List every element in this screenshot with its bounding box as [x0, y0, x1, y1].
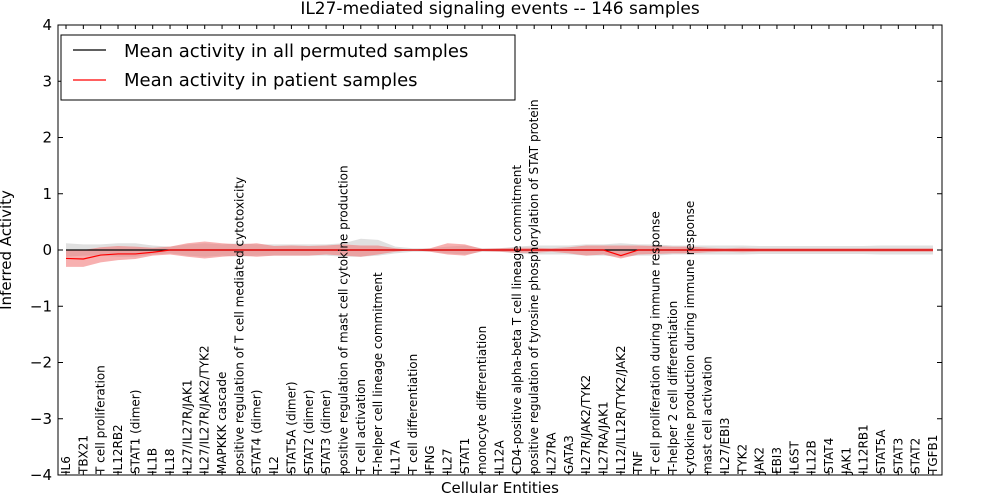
x-tick-label: EBI3	[770, 447, 784, 474]
x-tick-label: TNF	[631, 451, 645, 475]
x-tick-label: T-helper 2 cell differentiation	[666, 301, 680, 475]
legend-label-patient: Mean activity in patient samples	[124, 70, 418, 91]
x-axis-title: Cellular Entities	[441, 479, 559, 497]
legend-box	[60, 34, 516, 101]
y-tick-label: 3	[42, 72, 52, 90]
x-tick-label: STAT1 (dimer)	[128, 390, 142, 474]
band-patient	[66, 241, 933, 267]
x-tick-label: IL12B	[805, 440, 819, 474]
x-tick-label: IL12RB2	[111, 424, 125, 474]
x-tick-label: IL12/IL12R/TYK2/JAK2	[614, 345, 628, 474]
x-tick-label: IL27/IL27R/JAK2/TYK2	[198, 345, 212, 474]
x-tick-label: IL2	[267, 456, 281, 474]
y-tick-label: 2	[42, 129, 52, 147]
x-tick-label: IL1B	[146, 448, 160, 474]
x-tick-label: STAT2 (dimer)	[302, 390, 316, 474]
x-tick-label: TBX21	[76, 435, 90, 475]
y-tick-label: −2	[30, 354, 52, 372]
x-tick-label: MAPKKK cascade	[215, 372, 229, 474]
x-tick-label: T cell differentiation	[406, 354, 420, 475]
y-tick-label: −1	[30, 297, 52, 315]
x-tick-label: JAK2	[753, 447, 767, 475]
x-tick-label: TYK2	[735, 444, 749, 475]
y-axis-title: Inferred Activity	[0, 190, 15, 310]
x-tick-label: positive regulation of tyrosine phosphor…	[527, 99, 541, 474]
x-tick-label: T cell proliferation	[94, 365, 108, 475]
x-tick-label: JAK1	[839, 447, 853, 475]
x-tick-label: IL27/EBI3	[718, 417, 732, 474]
x-tick-label: IL6	[59, 456, 73, 474]
x-tick-label: T-helper cell lineage commitment	[371, 272, 385, 475]
x-axis: IL6 TBX21 T cell proliferation IL12RB2 STAT1…	[59, 25, 940, 475]
x-tick-label: T cell proliferation during immune respo…	[649, 211, 663, 475]
x-tick-label: T cell activation	[354, 379, 368, 475]
x-tick-label: CD4-positive alpha-beta T cell lineage c…	[510, 165, 524, 474]
y-axis: −4 −3 −2 −1 0 1 2 3 4	[30, 16, 942, 484]
x-tick-label: STAT4 (dimer)	[250, 390, 264, 474]
x-tick-label: IFNG	[423, 445, 437, 474]
x-tick-label: GATA3	[562, 435, 576, 474]
y-tick-label: 4	[42, 16, 52, 34]
x-tick-label: mast cell activation	[701, 356, 715, 474]
x-tick-label: IL12RB1	[857, 424, 871, 474]
x-tick-label: cytokine production during immune respon…	[683, 201, 697, 474]
chart-title: IL27-mediated signaling events -- 146 sa…	[300, 0, 700, 19]
series-lines	[65, 249, 934, 260]
x-tick-label: IL27RA	[545, 432, 559, 474]
x-tick-label: STAT5A (dimer)	[284, 381, 298, 474]
x-tick-label: IL27	[440, 449, 454, 475]
y-tick-label: −3	[30, 410, 52, 428]
y-tick-label: 0	[42, 241, 52, 259]
x-tick-label: STAT5A	[874, 429, 888, 474]
y-tick-label: 1	[42, 185, 52, 203]
x-tick-label: IL27RA/JAK1	[597, 401, 611, 474]
legend-label-permuted: Mean activity in all permuted samples	[124, 41, 468, 62]
x-tick-label: IL12A	[493, 440, 507, 474]
x-tick-label: IL27/IL27R/JAK1	[180, 380, 194, 474]
x-tick-label: STAT4	[822, 438, 836, 474]
x-tick-label: STAT2	[909, 438, 923, 474]
x-tick-label: TGFB1	[926, 435, 940, 475]
y-tick-label: −4	[30, 466, 52, 484]
x-tick-label: positive regulation of T cell mediated c…	[232, 177, 246, 474]
x-tick-label: STAT3 (dimer)	[319, 390, 333, 474]
legend: Mean activity in all permuted samples Me…	[60, 34, 516, 101]
x-tick-label: monocyte differentiation	[475, 326, 489, 474]
x-tick-label: IL18	[163, 449, 177, 475]
line-patient-points	[65, 249, 934, 260]
x-tick-label: positive regulation of mast cell cytokin…	[336, 165, 350, 474]
x-tick-label: STAT3	[891, 438, 905, 474]
x-tick-label: IL27R/JAK2/TYK2	[579, 375, 593, 474]
x-tick-label: IL6ST	[787, 441, 801, 474]
x-tick-label: IL17A	[388, 440, 402, 474]
confidence-bands	[66, 238, 933, 267]
x-tick-label: STAT1	[458, 438, 472, 474]
